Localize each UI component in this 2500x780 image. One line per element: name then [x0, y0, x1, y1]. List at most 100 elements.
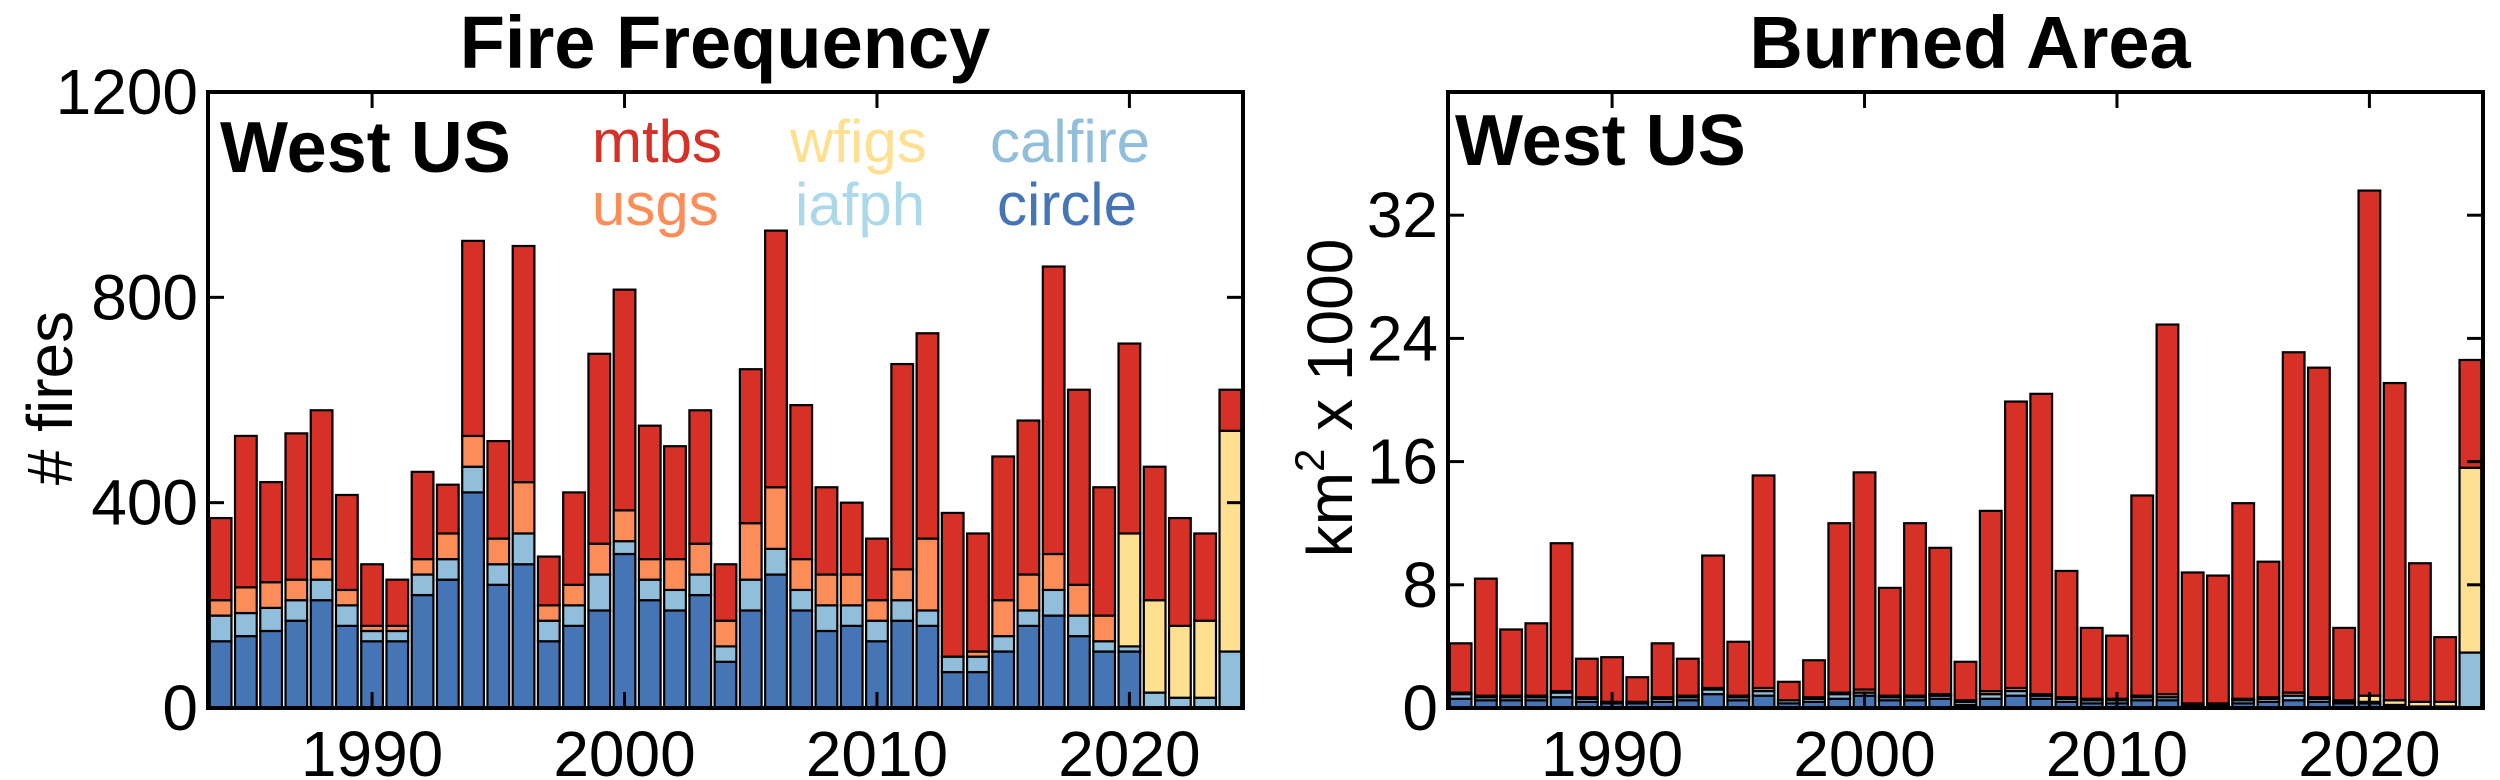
- bar-mtbs-2020: [2357, 189, 2382, 697]
- bar-mtbs-1999: [1827, 522, 1852, 694]
- bar-mtbs-1996: [511, 244, 536, 484]
- bar-mtbs-1993: [435, 483, 460, 535]
- bar-calfire-2018: [1066, 614, 1091, 638]
- bar-mtbs-2022: [1167, 516, 1192, 627]
- bar-mtbs-1992: [1650, 642, 1675, 699]
- bar-calfire-1984: [208, 614, 233, 643]
- bar-calfire-2013: [940, 655, 965, 674]
- bar-calfire-2007: [789, 588, 814, 612]
- bar-circle-1999: [587, 609, 612, 710]
- bar-mtbs-1994: [461, 239, 486, 438]
- bar-usgs-2017: [1041, 552, 1066, 592]
- bar-mtbs-1985: [1473, 577, 1498, 697]
- bar-wfigs-2023: [1193, 619, 1218, 699]
- bar-calfire-2021: [1142, 691, 1167, 710]
- bar-calfire-2006: [764, 547, 788, 576]
- bar-calfire-2004: [713, 645, 738, 663]
- bar-mtbs-2006: [2004, 400, 2028, 690]
- bar-calfire-1985: [233, 611, 258, 638]
- bar-usgs-1988: [309, 558, 334, 581]
- bar-usgs-2011: [890, 568, 915, 602]
- bar-circle-2001: [637, 599, 662, 710]
- x-tick-label: 2010: [2046, 718, 2188, 780]
- bar-circle-2006: [764, 573, 788, 710]
- bar-calfire-2016: [1016, 609, 1041, 627]
- bar-usgs-2003: [688, 542, 713, 576]
- bar-calfire-2024: [2458, 651, 2483, 710]
- bar-usgs-2009: [839, 573, 864, 607]
- plot-frame: [206, 90, 1245, 710]
- bar-mtbs-2010: [865, 537, 889, 602]
- bar-calfire-2012: [915, 609, 940, 627]
- bar-mtbs-1998: [562, 491, 586, 586]
- bar-mtbs-2008: [814, 486, 839, 576]
- bar-wfigs-2021: [1142, 599, 1167, 694]
- x-tick-label: 2020: [2298, 718, 2440, 780]
- bar-calfire-2001: [637, 578, 662, 602]
- plot-frame: [1446, 90, 2485, 710]
- bar-usgs-1986: [259, 581, 284, 609]
- x-tick-label: 2010: [806, 718, 948, 780]
- bar-usgs-2008: [814, 573, 839, 607]
- bar-circle-1984: [208, 640, 233, 710]
- bar-mtbs-2017: [1041, 265, 1066, 556]
- bar-circle-1985: [233, 635, 258, 710]
- bar-calfire-2014: [965, 655, 990, 674]
- bar-usgs-2015: [991, 599, 1016, 638]
- bar-mtbs-2000: [612, 288, 637, 512]
- y-axis-label-superscript: 2: [1286, 449, 1333, 472]
- bar-mtbs-2023: [1193, 532, 1218, 622]
- bar-mtbs-2012: [915, 332, 940, 540]
- bar-mtbs-2001: [1877, 586, 1902, 697]
- bar-usgs-1984: [208, 599, 233, 617]
- x-tick-label: 1990: [301, 718, 443, 780]
- bar-mtbs-1989: [1574, 657, 1599, 699]
- bar-mtbs-1986: [259, 481, 284, 584]
- bar-mtbs-2012: [2155, 323, 2180, 696]
- bar-mtbs-1996: [1751, 474, 1776, 690]
- bar-mtbs-2005: [1978, 509, 2003, 693]
- bar-wfigs-2022: [1167, 624, 1192, 699]
- bar-mtbs-2022: [2407, 562, 2432, 703]
- bar-mtbs-1984: [208, 516, 233, 602]
- bar-calfire-2015: [991, 635, 1016, 653]
- bar-calfire-2010: [865, 619, 889, 643]
- bar-mtbs-1988: [309, 409, 334, 561]
- bar-calfire-1993: [435, 558, 460, 581]
- bar-mtbs-2013: [940, 511, 965, 658]
- bar-mtbs-2015: [2231, 502, 2256, 700]
- panel-burned-area: Burned Area km2 x 1000 0 8 16 24 32 1990 2000 2…: [1286, 1, 2485, 780]
- bar-usgs-1997: [536, 604, 561, 622]
- bar-mtbs-2024: [2458, 358, 2483, 469]
- bar-usgs-2019: [1092, 614, 1117, 643]
- bar-mtbs-2015: [991, 455, 1016, 602]
- y-tick-label: 400: [91, 467, 198, 539]
- y-tick-label: 16: [1367, 426, 1438, 498]
- bar-usgs-2007: [789, 558, 814, 592]
- bar-mtbs-1994: [1701, 554, 1726, 690]
- legend-usgs: usgs: [592, 171, 719, 238]
- bar-usgs-2010: [865, 599, 889, 622]
- bar-calfire-1999: [587, 573, 612, 612]
- bar-circle-1995: [486, 583, 511, 710]
- bar-mtbs-1993: [1675, 657, 1700, 697]
- bar-mtbs-1995: [1726, 640, 1751, 697]
- bar-mtbs-2002: [663, 445, 687, 561]
- bar-mtbs-1985: [233, 434, 258, 589]
- bar-mtbs-2024: [1218, 388, 1243, 432]
- bar-mtbs-1986: [1499, 628, 1524, 697]
- bar-usgs-1989: [334, 588, 359, 607]
- region-label: West US: [220, 108, 511, 188]
- bar-circle-2007: [789, 609, 814, 710]
- y-tick-label: 800: [91, 261, 198, 333]
- x-tick-label: 2020: [1058, 718, 1200, 780]
- bar-usgs-2001: [637, 558, 662, 581]
- legend: mtbs wfigs calfire usgs iafph circle: [592, 108, 1150, 238]
- bar-circle-2015: [991, 650, 1016, 710]
- legend-mtbs: mtbs: [592, 108, 722, 175]
- bar-calfire-1989: [334, 604, 359, 627]
- bar-mtbs-1991: [1625, 676, 1650, 703]
- y-tick-label: 0: [1402, 672, 1438, 744]
- bar-calfire-2005: [738, 578, 763, 612]
